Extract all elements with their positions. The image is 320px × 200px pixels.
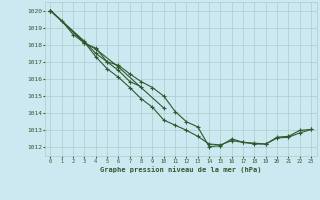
X-axis label: Graphe pression niveau de la mer (hPa): Graphe pression niveau de la mer (hPa) [100, 166, 261, 173]
